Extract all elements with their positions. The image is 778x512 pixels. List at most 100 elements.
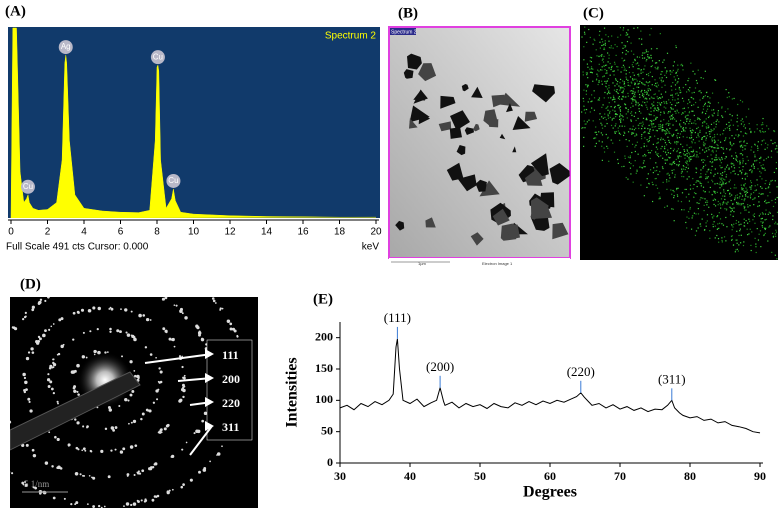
- speckle: [584, 26, 586, 28]
- speckle: [675, 72, 677, 74]
- speckle: [705, 201, 707, 203]
- speckle: [682, 69, 684, 71]
- speckle: [732, 170, 734, 172]
- spot: [104, 427, 108, 431]
- speckle: [600, 132, 602, 134]
- speckle: [759, 130, 761, 132]
- speckle: [601, 141, 603, 143]
- speckle: [747, 222, 749, 224]
- speckle: [759, 175, 761, 178]
- image-b-caption: Electron Image 1: [482, 261, 513, 266]
- speckle: [776, 186, 778, 188]
- speckle: [612, 82, 614, 84]
- speckle: [732, 226, 734, 228]
- speckle: [739, 202, 741, 205]
- speckle: [684, 130, 686, 132]
- speckle: [660, 73, 662, 75]
- spot: [44, 299, 47, 303]
- particle: [472, 123, 480, 132]
- speckle: [696, 82, 698, 84]
- spot: [201, 419, 205, 423]
- speckle: [625, 113, 627, 115]
- spot: [196, 284, 199, 287]
- speckle: [677, 68, 679, 70]
- speckle: [640, 184, 642, 186]
- spot: [5, 470, 8, 473]
- speckle: [599, 47, 601, 49]
- speckle: [659, 128, 661, 130]
- speckle: [638, 38, 640, 40]
- speckle: [731, 238, 733, 241]
- speckle: [676, 92, 678, 94]
- speckle: [688, 77, 690, 80]
- speckle: [749, 180, 752, 182]
- speckle: [660, 127, 662, 129]
- speckle: [721, 184, 723, 186]
- speckle: [606, 122, 608, 125]
- speckle: [617, 162, 619, 165]
- speckle: [667, 149, 669, 151]
- spot: [75, 447, 78, 450]
- spot: [131, 389, 135, 393]
- speckle: [604, 116, 606, 119]
- speckle: [745, 172, 747, 174]
- speckle: [659, 103, 661, 105]
- speckle: [590, 57, 593, 59]
- speckle: [654, 79, 656, 81]
- speckle: [646, 145, 648, 147]
- speckle: [622, 27, 625, 29]
- speckle: [743, 205, 745, 207]
- speckle: [594, 145, 596, 147]
- speckle: [741, 177, 744, 180]
- figure-layer: Spectrum 2 1µm Electron Image 1 (B) (C) …: [10, 5, 778, 508]
- speckle: [760, 246, 762, 248]
- speckle: [743, 124, 746, 126]
- speckle: [618, 118, 621, 121]
- speckle: [688, 157, 690, 159]
- spot: [182, 483, 185, 486]
- speckle: [758, 192, 760, 194]
- speckle: [682, 146, 684, 148]
- x-tick-label: 50: [474, 469, 486, 483]
- speckle: [768, 226, 770, 228]
- speckle: [767, 240, 769, 242]
- speckle: [682, 108, 684, 110]
- speckle: [603, 48, 606, 51]
- spot: [100, 506, 103, 508]
- spot: [125, 331, 128, 334]
- speckle: [676, 110, 678, 112]
- speckle: [680, 201, 683, 203]
- speckle: [709, 186, 711, 189]
- spot: [174, 270, 177, 273]
- speckle: [748, 108, 750, 110]
- speckle: [763, 131, 765, 133]
- peak-marker: [20, 179, 35, 194]
- speckle: [670, 85, 672, 87]
- spot: [77, 311, 80, 314]
- speckle: [662, 150, 665, 152]
- speckle: [754, 144, 756, 146]
- speckle: [699, 176, 701, 178]
- speckle: [749, 186, 751, 188]
- x-tick-label: 60: [544, 469, 556, 483]
- speckle: [674, 176, 676, 178]
- speckle: [649, 130, 651, 132]
- particle: [475, 179, 487, 192]
- speckle: [616, 91, 618, 94]
- x-tick-label: 80: [684, 469, 696, 483]
- particle: [395, 220, 405, 231]
- speckle: [689, 130, 692, 132]
- speckle: [622, 116, 624, 118]
- speckle: [630, 112, 632, 114]
- speckle: [581, 127, 583, 129]
- speckle: [655, 151, 657, 153]
- speckle: [635, 172, 637, 174]
- speckle: [776, 223, 778, 225]
- speckle: [742, 121, 744, 123]
- speckle: [767, 213, 769, 215]
- particle: [552, 222, 569, 240]
- spot: [77, 393, 80, 396]
- speckle: [664, 132, 666, 134]
- speckle: [730, 119, 732, 121]
- speckle: [726, 226, 728, 228]
